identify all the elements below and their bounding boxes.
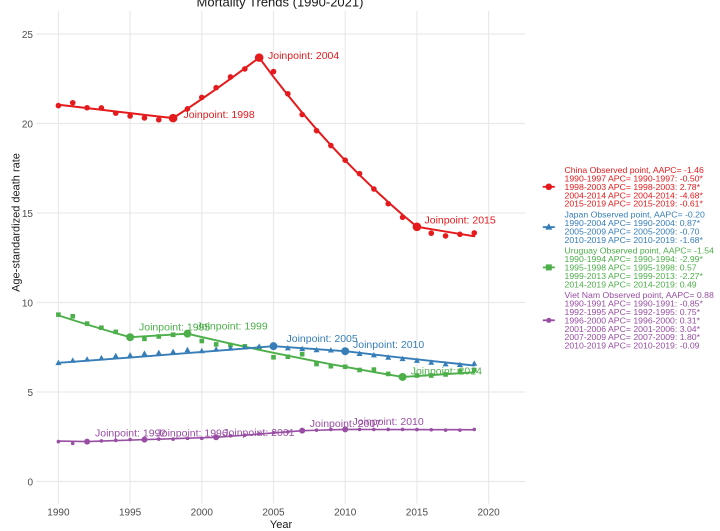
svg-text:Mortality Trends (1990-2021): Mortality Trends (1990-2021): [197, 0, 364, 10]
svg-text:2020: 2020: [477, 508, 500, 519]
svg-text:2015-2019 APC= 2015-2019: -0.6: 2015-2019 APC= 2015-2019: -0.61*: [565, 199, 704, 209]
svg-text:1990: 1990: [47, 508, 70, 519]
svg-text:10: 10: [22, 299, 34, 310]
svg-text:2010: 2010: [334, 508, 357, 519]
svg-text:5: 5: [27, 388, 33, 399]
svg-text:2005-2009 APC= 2005-2009: -0.7: 2005-2009 APC= 2005-2009: -0.70: [565, 226, 700, 236]
svg-text:Joinpoint: 2015: Joinpoint: 2015: [425, 215, 496, 227]
svg-text:0: 0: [27, 478, 33, 489]
svg-text:Joinpoint: 2004: Joinpoint: 2004: [268, 50, 339, 62]
svg-text:Joinpoint: 1999: Joinpoint: 1999: [197, 321, 268, 333]
svg-text:Uruguay Observed point, AAPC=: Uruguay Observed point, AAPC= -1.54: [565, 246, 715, 256]
svg-text:2010-2019 APC= 2010-2019: -0.0: 2010-2019 APC= 2010-2019: -0.09: [565, 341, 700, 351]
svg-text:2000: 2000: [191, 508, 214, 519]
svg-text:Joinpoint: 1992: Joinpoint: 1992: [95, 428, 166, 440]
svg-text:Joinpoint: 2010: Joinpoint: 2010: [353, 416, 424, 428]
svg-text:Age-standardized death rate: Age-standardized death rate: [11, 153, 23, 292]
svg-text:2015: 2015: [406, 508, 429, 519]
svg-text:1990-1994 APC= 1990-1994: -2.9: 1990-1994 APC= 1990-1994: -2.99*: [565, 254, 704, 264]
svg-text:2004-2014 APC= 2004-2014: -4.6: 2004-2014 APC= 2004-2014: -4.68*: [565, 190, 704, 200]
svg-text:20: 20: [22, 120, 34, 131]
svg-text:Japan Observed point, AAPC= -0: Japan Observed point, AAPC= -0.20: [565, 210, 705, 220]
svg-text:Joinpoint: 2014: Joinpoint: 2014: [411, 365, 482, 377]
svg-text:1999-2013 APC= 1999-2013: -2.2: 1999-2013 APC= 1999-2013: -2.27*: [565, 271, 704, 281]
svg-text:25: 25: [22, 30, 34, 41]
svg-text:Joinpoint: 2001: Joinpoint: 2001: [223, 427, 294, 439]
svg-text:2014-2019 APC= 2014-2019: 0.49: 2014-2019 APC= 2014-2019: 0.49: [565, 279, 697, 289]
svg-text:2005: 2005: [262, 508, 285, 519]
svg-text:China Observed point, AAPC= -1: China Observed point, AAPC= -1.46: [565, 165, 704, 175]
svg-text:Joinpoint: 1998: Joinpoint: 1998: [184, 109, 255, 121]
svg-text:1990-1991 APC= 1990-1991: -0.8: 1990-1991 APC= 1990-1991: -0.85*: [565, 299, 704, 309]
svg-text:2007-2009 APC= 2007-2009: 1.80: 2007-2009 APC= 2007-2009: 1.80*: [565, 332, 701, 342]
svg-text:1990-1997 APC= 1990-1997: -0.5: 1990-1997 APC= 1990-1997: -0.50*: [565, 174, 704, 184]
svg-text:Year: Year: [270, 519, 293, 531]
svg-text:Viet Nam Observed point, AAPC=: Viet Nam Observed point, AAPC= 0.88: [565, 290, 714, 300]
svg-text:1996-2000 APC= 1996-2000: 0.31: 1996-2000 APC= 1996-2000: 0.31*: [565, 315, 701, 325]
svg-text:Joinpoint: 1995: Joinpoint: 1995: [139, 322, 210, 334]
svg-text:15: 15: [22, 209, 34, 220]
svg-text:Joinpoint: 2010: Joinpoint: 2010: [353, 339, 424, 351]
svg-text:Joinpoint: 1996: Joinpoint: 1996: [157, 428, 228, 440]
svg-text:2001-2006 APC= 2001-2006: 3.04: 2001-2006 APC= 2001-2006: 3.04*: [565, 324, 701, 334]
svg-text:1990-2004 APC= 1990-2004: 0.87: 1990-2004 APC= 1990-2004: 0.87*: [565, 218, 701, 228]
svg-text:1992-1995 APC= 1992-1995: 0.75: 1992-1995 APC= 1992-1995: 0.75*: [565, 307, 701, 317]
svg-text:Joinpoint: 2005: Joinpoint: 2005: [287, 333, 358, 345]
svg-text:2010-2019 APC= 2010-2019: -1.6: 2010-2019 APC= 2010-2019: -1.68*: [565, 235, 704, 245]
svg-text:1998-2003 APC= 1998-2003: 2.78: 1998-2003 APC= 1998-2003: 2.78*: [565, 182, 701, 192]
svg-text:1995-1998 APC= 1995-1998: 0.57: 1995-1998 APC= 1995-1998: 0.57: [565, 263, 697, 273]
svg-text:1995: 1995: [119, 508, 142, 519]
svg-text:Joinpoint: 2007: Joinpoint: 2007: [310, 418, 381, 430]
